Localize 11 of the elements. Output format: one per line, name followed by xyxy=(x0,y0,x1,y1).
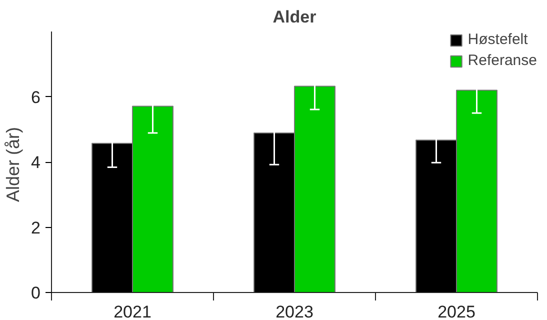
y-tick-label: 4 xyxy=(31,153,41,172)
y-tick-label: 2 xyxy=(31,218,41,238)
x-tick-label: 2025 xyxy=(438,302,476,320)
legend-label: Høstefelt xyxy=(468,31,528,48)
y-axis-title: Alder (år) xyxy=(3,126,24,202)
y-tick-label: 0 xyxy=(31,284,41,302)
x-tick-label: 2021 xyxy=(114,302,152,320)
y-tick-label: 6 xyxy=(31,88,41,107)
chart-title: Alder xyxy=(272,8,317,26)
legend-label: Referanse xyxy=(468,52,537,69)
x-tick-label: 2023 xyxy=(276,302,314,320)
